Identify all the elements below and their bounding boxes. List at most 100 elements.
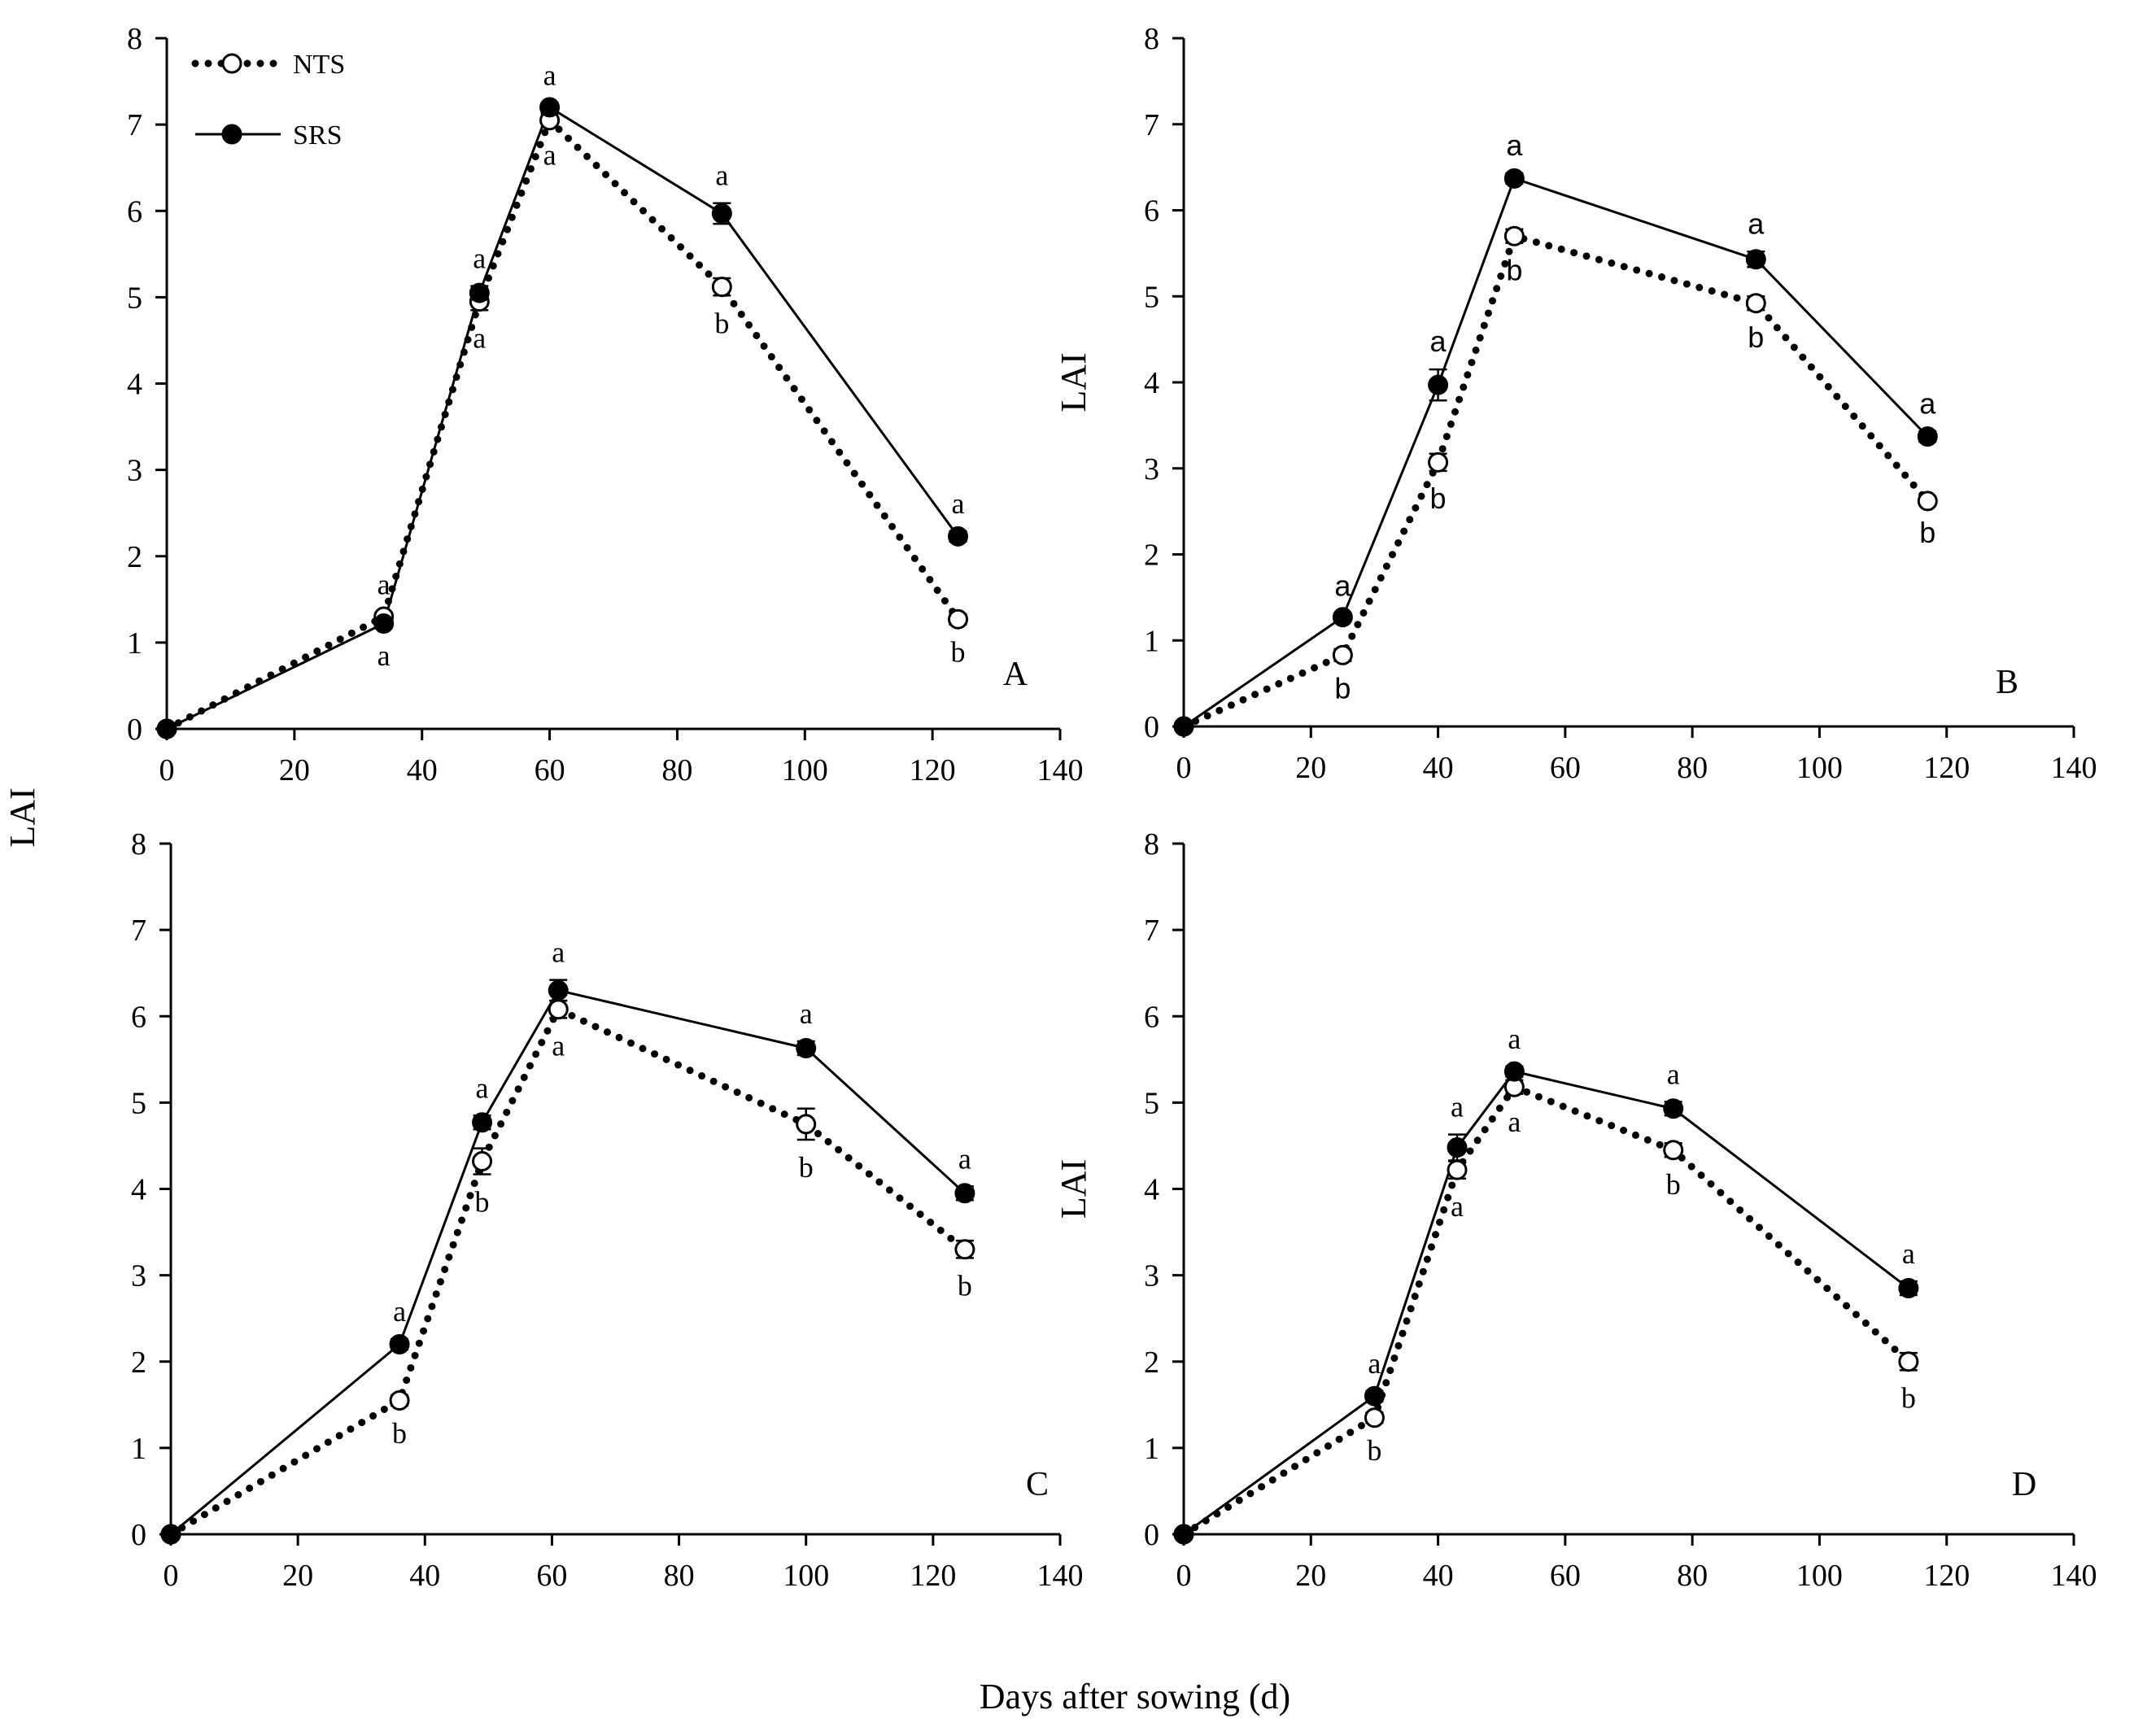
panel-a-srs-sig-label: a [473,242,486,275]
panel-c-nts-point [389,1390,410,1411]
panel-a-srs-point [156,718,177,739]
panel-b-srs-sig-label: a [1919,386,1936,420]
panel-c-nts-line [167,1004,969,1538]
panel-c-nts-point [548,999,569,1020]
x-axis-title: Days after sowing (d) [980,1677,1290,1716]
panel-b-nts-sig-label: b [1506,254,1522,287]
panel-c-letter: C [1026,1466,1049,1503]
panel-a-y-tick-label: 6 [127,194,142,229]
panel-d-y-tick-label: 2 [1144,1346,1159,1380]
panel-c-y-tick-label: 0 [131,1518,146,1552]
panel-d-srs-point [1503,1061,1525,1082]
panel-b-srs-sig-label: a [1430,325,1447,358]
panel-b-srs-point [1428,374,1449,395]
panel-a-srs-sig-label: a [715,159,728,192]
panel-b-y-tick-label: 6 [1144,194,1159,229]
panel-b-srs-point [1917,426,1938,447]
panel-b-x-tick-label: 40 [1423,751,1454,785]
panel-d-x-tick-label: 100 [1796,1559,1843,1593]
panel-d-srs-line [1183,1070,1909,1536]
panel-c-nts-point [472,1151,493,1172]
panel-b-x-tick-label: 100 [1796,751,1843,785]
panel-a-srs-sig-label: a [952,487,965,520]
panel-a-y-tick-label: 0 [127,713,142,747]
panel-c-y-tick-label: 5 [131,1086,146,1120]
panel-b-x-tick-label: 60 [1550,751,1581,785]
panel-b-letter: B [1996,664,2018,701]
panel-c-nts-sig-label: b [392,1417,407,1450]
panel-d-y-tick-label: 0 [1144,1518,1159,1552]
panel-a-srs-line [166,105,959,731]
panel-c-y-tick-label: 3 [131,1259,146,1293]
panel-c-y-tick-label: 1 [131,1432,146,1466]
panel-a-srs-point [469,282,490,303]
panel-c-nts-point [796,1114,817,1135]
panel-d-srs-point [1447,1137,1468,1158]
panel-d-srs-point [1364,1385,1385,1407]
panel-b-nts-point [1503,225,1525,246]
panel-c-x-tick-label: 120 [910,1559,956,1593]
panel-d-nts-sig-label: a [1451,1190,1464,1223]
panel-a-y-tick-label: 2 [127,540,142,574]
panel-b-srs-sig-label: a [1334,569,1351,602]
panel-d-y-tick-label: 3 [1144,1259,1159,1293]
panel-a-nts-sig-label: b [951,636,966,669]
panel-d-nts-point [1663,1140,1684,1161]
panel-c-y-tick-label: 8 [131,827,146,861]
panel-d-x-tick-label: 0 [1176,1559,1192,1593]
legend-srs-label: SRS [293,120,343,150]
panel-c-srs-point [160,1524,181,1545]
panel-a-y-tick-label: 1 [127,626,142,661]
panel-a-nts-line [163,113,962,733]
panel-c-srs-point [548,979,569,1001]
panel-a-x-tick-label: 40 [407,753,438,787]
panel-b-y-tick-label: 3 [1144,452,1159,486]
panel-b-nts-point [1428,451,1449,473]
panel-d-nts-sig-label: a [1508,1106,1521,1138]
panel-b-y-tick-label: 7 [1144,108,1159,142]
panel-c-y-tick-label: 6 [131,1000,146,1034]
y-axis-title-left: LAI [2,787,42,847]
panel-a-x-tick-label: 120 [910,753,956,787]
panel-d-letter: D [2012,1466,2036,1503]
panel-a-y-tick-label: 7 [127,108,142,142]
panel-d-y-tick-label: 7 [1144,914,1159,948]
panel-a-nts-point [948,608,969,630]
panel-a-nts-sig-label: a [377,569,391,601]
panel-c-nts-sig-label: a [552,1029,565,1062]
panel-b-x-tick-label: 120 [1923,751,1970,785]
panel-c-srs-point [796,1038,817,1059]
panel-d-nts-sig-label: b [1367,1434,1381,1467]
panel-d-x-tick-label: 140 [2051,1559,2097,1593]
panel-c-srs-sig-label: a [552,936,565,969]
panel-d-srs-point [1898,1278,1919,1299]
panel-b-y-axis-title: LAI [1054,352,1093,412]
panel-b-y-tick-label: 0 [1144,710,1159,744]
panel-a-y-tick-label: 3 [127,454,142,488]
panel-d-nts-point [1447,1159,1468,1180]
panel-b-x-tick-label: 140 [2051,751,2097,785]
panel-c-nts-sig-label: b [475,1185,490,1218]
panel-b-srs-point [1503,168,1525,189]
panel-d-x-tick-label: 120 [1923,1559,1970,1593]
panel-c-srs-point [389,1334,410,1355]
panel-c-y-tick-label: 7 [131,914,146,948]
panel-b-nts-sig-label: b [1430,482,1447,515]
panel-b-y-tick-label: 5 [1144,280,1159,314]
panel-c-x-tick-label: 40 [409,1559,440,1593]
panel-a-x-tick-label: 100 [782,753,828,787]
panel-c-x-tick-label: 20 [282,1559,313,1593]
panel-c-srs-sig-label: a [800,997,813,1030]
panel-a-nts-point [711,277,732,298]
panel-d-srs-point [1173,1524,1194,1545]
panel-d-y-tick-label: 6 [1144,1000,1159,1034]
panel-b-nts-point [1917,491,1938,512]
panel-c-srs-sig-label: a [393,1295,406,1328]
panel-a-srs-sig-label: a [377,639,391,672]
panel-a-srs-point [711,203,732,224]
panel-a-nts-sig-label: a [543,138,556,171]
panel-d-y-tick-label: 8 [1144,827,1159,861]
